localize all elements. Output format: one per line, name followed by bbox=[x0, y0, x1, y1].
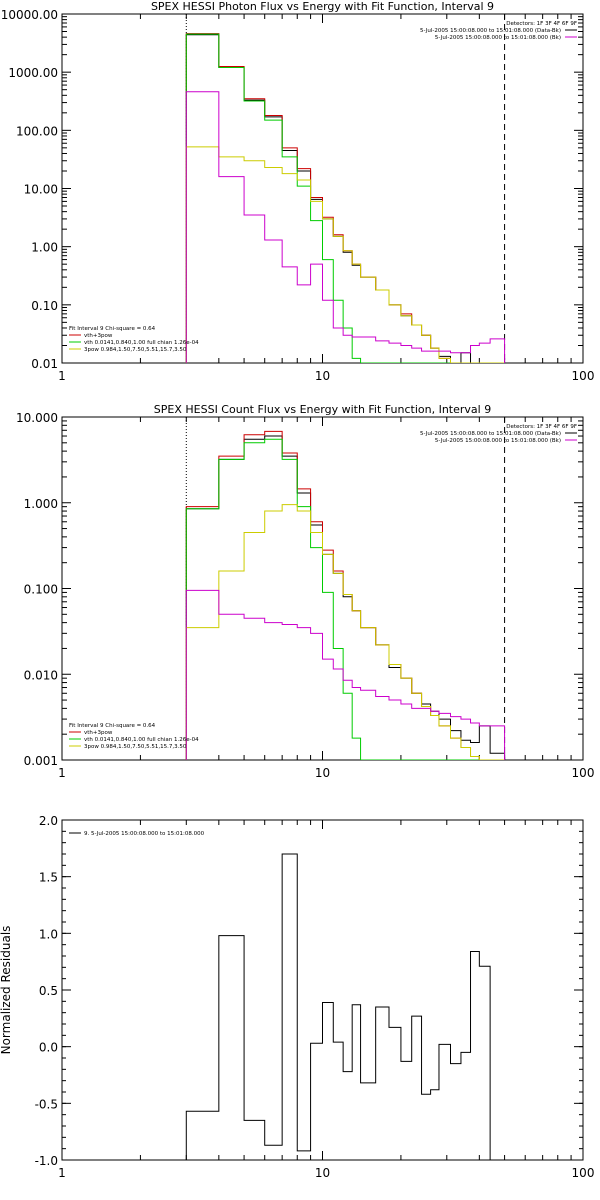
x-tick-label: 10 bbox=[315, 1166, 330, 1180]
legend-left-entry: Fit Interval 9 Chi-square = 0.64 bbox=[69, 723, 156, 729]
x-tick-label: 1 bbox=[58, 766, 66, 780]
y-tick-label: 2.0 bbox=[39, 814, 58, 828]
y-tick-label: 1.5 bbox=[39, 871, 58, 885]
x-tick-label: 1 bbox=[58, 369, 66, 383]
x-tick-label: 10 bbox=[315, 369, 330, 383]
y-tick-label: 1.000 bbox=[24, 497, 58, 511]
series-4-line bbox=[185, 91, 506, 363]
legend-right-entry: Detectors: 1F 3F 4F 6F 9F bbox=[506, 424, 577, 430]
series-0-line bbox=[185, 853, 491, 1160]
legend-left-entry: Fit Interval 9 Chi-square = 0.64 bbox=[69, 326, 156, 332]
legend-left-entry: vth+3pow bbox=[84, 333, 113, 339]
legend-right-entry: 5-Jul-2005 15:00:08.000 to 15:01:08.000 … bbox=[435, 35, 561, 41]
y-tick-label: 1.0 bbox=[39, 927, 58, 941]
series-2-line bbox=[185, 33, 505, 363]
legend-left-entry: 9. 5-Jul-2005 15:00:08.000 to 15:01:08.0… bbox=[84, 831, 205, 837]
y-tick-label: 10.00 bbox=[24, 183, 58, 197]
legend-right-entry: 5-Jul-2005 15:00:08.000 to 15:01:08.000 … bbox=[420, 28, 561, 34]
x-tick-label: 100 bbox=[572, 766, 595, 780]
series-0-line bbox=[185, 435, 506, 760]
y-tick-label: -0.5 bbox=[35, 1097, 58, 1111]
y-tick-label: 1.00 bbox=[31, 241, 58, 255]
y-tick-label: 0.0 bbox=[39, 1041, 58, 1055]
legend-left-entry: vth 0.0141,0.840,1.00 full chian 1.26e-0… bbox=[84, 340, 199, 346]
y-tick-label: 0.100 bbox=[24, 583, 58, 597]
y-tick-label: 0.010 bbox=[24, 668, 58, 682]
legend-left-entry: 3pow 0.984,1.50,7.50,5.51,15.7,3.50 bbox=[84, 347, 187, 353]
legend-left-entry: 3pow 0.984,1.50,7.50,5.51,15.7,3.50 bbox=[84, 744, 187, 750]
legend-right-entry: 5-Jul-2005 15:00:08.000 to 15:01:08.000 … bbox=[435, 438, 561, 444]
series-3-line bbox=[185, 504, 505, 760]
series-3-line bbox=[185, 146, 505, 363]
y-tick-label: 10000.00 bbox=[1, 8, 58, 22]
x-tick-label: 1 bbox=[58, 1166, 66, 1180]
y-axis-label: Normalized Residuals bbox=[0, 926, 13, 1055]
x-tick-label: 10 bbox=[315, 766, 330, 780]
y-tick-label: 1000.00 bbox=[8, 66, 58, 80]
count-flux-panel: SPEX HESSI Count Flux vs Energy with Fit… bbox=[16, 403, 594, 780]
legend-right-entry: 5-Jul-2005 15:00:08.000 to 15:01:08.000 … bbox=[420, 431, 561, 437]
y-tick-label: 0.01 bbox=[31, 357, 58, 371]
legend-left-entry: vth+3pow bbox=[84, 730, 113, 736]
y-tick-label: 10.000 bbox=[16, 411, 58, 425]
x-tick-label: 100 bbox=[572, 1166, 595, 1180]
y-tick-label: 0.5 bbox=[39, 984, 58, 998]
legend-right-entry: Detectors: 1F 3F 4F 6F 9F bbox=[506, 21, 577, 27]
chart-title: SPEX HESSI Count Flux vs Energy with Fit… bbox=[154, 403, 491, 416]
residuals-panel: 1 10 100 -1.0 -0.5 0.0 0.5 1.0 1.5 2.0 Normalized … bbox=[0, 814, 594, 1180]
y-tick-label: 0.001 bbox=[24, 754, 58, 768]
photon-flux-panel: SPEX HESSI Photon Flux vs Energy with Fi… bbox=[1, 0, 595, 383]
series-1-line bbox=[185, 430, 505, 760]
x-tick-label: 100 bbox=[572, 369, 595, 383]
series-0-line bbox=[185, 34, 505, 363]
y-tick-label: 0.10 bbox=[31, 299, 58, 313]
series-4-line bbox=[185, 589, 506, 760]
y-tick-label: 100.00 bbox=[16, 124, 58, 138]
y-tick-label: -1.0 bbox=[35, 1154, 58, 1168]
series-1-line bbox=[185, 33, 505, 363]
legend-left-entry: vth 0.0141,0.840,1.00 full chian 1.26e-0… bbox=[84, 737, 199, 743]
plot-frame bbox=[61, 819, 584, 1161]
chart-title: SPEX HESSI Photon Flux vs Energy with Fi… bbox=[151, 0, 494, 13]
series-2-line bbox=[185, 438, 505, 760]
